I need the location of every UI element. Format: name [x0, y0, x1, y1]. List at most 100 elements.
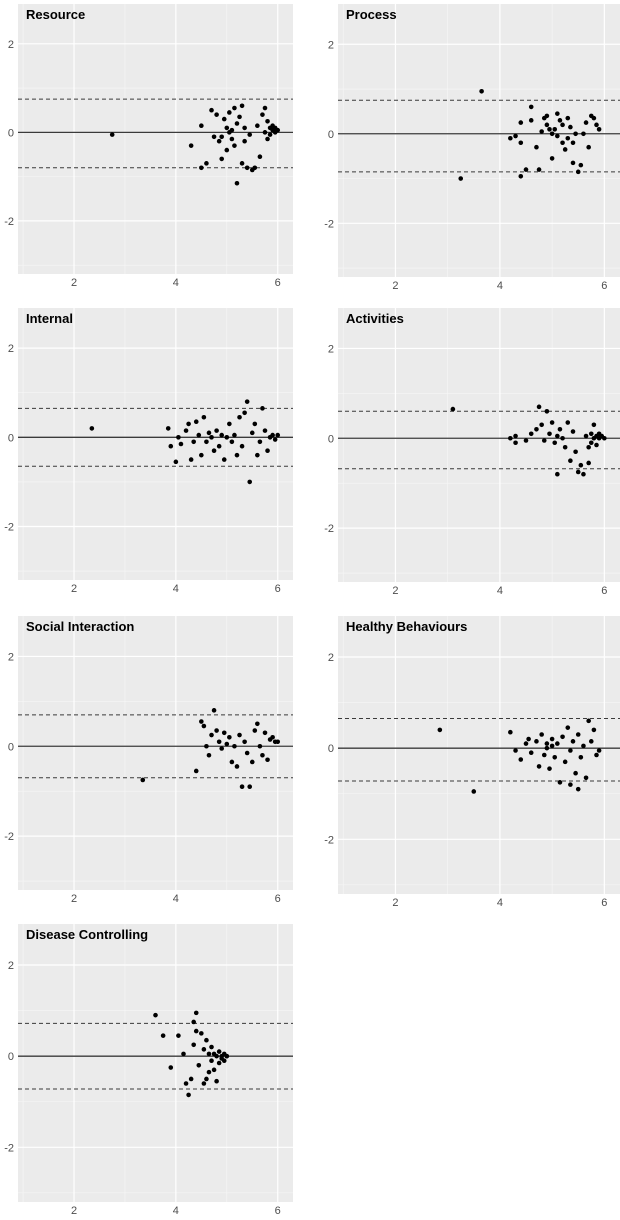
data-point: [153, 1012, 158, 1018]
data-point: [586, 444, 591, 450]
y-tick-label: -2: [4, 216, 14, 228]
data-point: [275, 739, 281, 745]
data-point: [471, 789, 477, 794]
data-point: [544, 113, 550, 119]
y-tick-label: 2: [328, 343, 334, 355]
data-point: [221, 116, 227, 122]
data-point: [568, 748, 573, 753]
y-tick-label: 0: [328, 129, 334, 141]
data-point: [232, 432, 237, 438]
y-tick-label: 0: [8, 741, 14, 753]
data-point: [528, 431, 534, 437]
data-point: [221, 730, 227, 736]
data-point: [232, 743, 237, 749]
x-tick-label: 2: [71, 583, 77, 595]
x-tick-label: 2: [71, 893, 77, 905]
data-point: [234, 452, 240, 458]
x-tick-label: 4: [497, 897, 503, 909]
data-point: [199, 452, 204, 458]
data-point: [549, 156, 555, 161]
data-point: [204, 439, 209, 445]
data-point: [199, 165, 204, 171]
data-point: [560, 435, 565, 441]
data-point: [216, 1060, 222, 1066]
data-point: [547, 127, 552, 132]
data-point: [513, 433, 518, 439]
x-tick-label: 2: [392, 897, 398, 909]
data-point: [244, 750, 250, 756]
data-point: [557, 780, 563, 785]
data-point: [239, 784, 245, 789]
data-point: [237, 414, 242, 420]
data-point: [249, 430, 255, 436]
data-point: [513, 133, 518, 139]
data-point: [518, 140, 524, 146]
data-point: [193, 419, 199, 425]
panel-background: [338, 616, 620, 894]
panel-healthy-behaviours: 2 0 -2 2 4 6 Healthy Behaviours: [324, 616, 620, 909]
data-point: [583, 433, 589, 439]
data-point: [249, 759, 255, 765]
data-point: [552, 440, 558, 446]
data-point: [255, 123, 260, 129]
data-point: [594, 122, 599, 128]
data-point: [252, 728, 258, 733]
data-point: [209, 1044, 214, 1050]
data-point: [568, 458, 573, 464]
data-point: [526, 736, 531, 742]
y-tick-label: -2: [324, 218, 334, 230]
data-point: [534, 144, 539, 150]
data-point: [575, 469, 581, 475]
x-tick-label: 4: [173, 277, 179, 289]
data-point: [109, 132, 115, 137]
data-point: [536, 167, 542, 172]
panel-background: [18, 924, 293, 1202]
data-point: [211, 708, 217, 713]
data-point: [224, 125, 230, 131]
data-point: [555, 471, 560, 477]
data-point: [555, 111, 560, 116]
data-point: [586, 718, 591, 724]
data-point: [206, 752, 212, 758]
data-point: [539, 129, 544, 134]
data-point: [518, 174, 524, 179]
panel-title: Healthy Behaviours: [346, 619, 467, 634]
data-point: [234, 180, 240, 186]
data-point: [214, 728, 219, 733]
data-point: [247, 784, 253, 789]
data-point: [573, 131, 578, 137]
data-point: [252, 421, 258, 427]
data-point: [201, 1081, 207, 1086]
data-point: [232, 143, 237, 148]
data-point: [183, 428, 189, 433]
y-tick-label: 2: [8, 960, 14, 972]
data-point: [267, 132, 273, 137]
data-point: [199, 123, 204, 129]
data-point: [562, 444, 568, 450]
y-tick-label: -2: [324, 523, 334, 535]
data-point: [201, 414, 207, 420]
data-point: [191, 1019, 196, 1025]
data-point: [586, 144, 591, 150]
x-tick-label: 2: [71, 277, 77, 289]
y-tick-label: 2: [8, 343, 14, 355]
data-point: [216, 443, 222, 449]
data-point: [186, 421, 191, 427]
data-point: [536, 404, 542, 410]
data-point: [234, 764, 240, 769]
data-point: [196, 1062, 202, 1068]
data-point: [140, 777, 146, 783]
data-point: [255, 452, 260, 458]
panel-title: Activities: [346, 311, 404, 326]
data-point: [570, 140, 576, 146]
y-tick-label: 2: [328, 39, 334, 51]
x-tick-label: 2: [71, 1205, 77, 1217]
data-point: [260, 406, 265, 411]
data-point: [193, 1010, 199, 1016]
data-point: [204, 1076, 209, 1082]
data-point: [565, 725, 571, 730]
data-point: [204, 743, 209, 749]
x-tick-label: 4: [497, 280, 503, 292]
data-point: [591, 115, 597, 121]
data-point: [528, 104, 534, 110]
